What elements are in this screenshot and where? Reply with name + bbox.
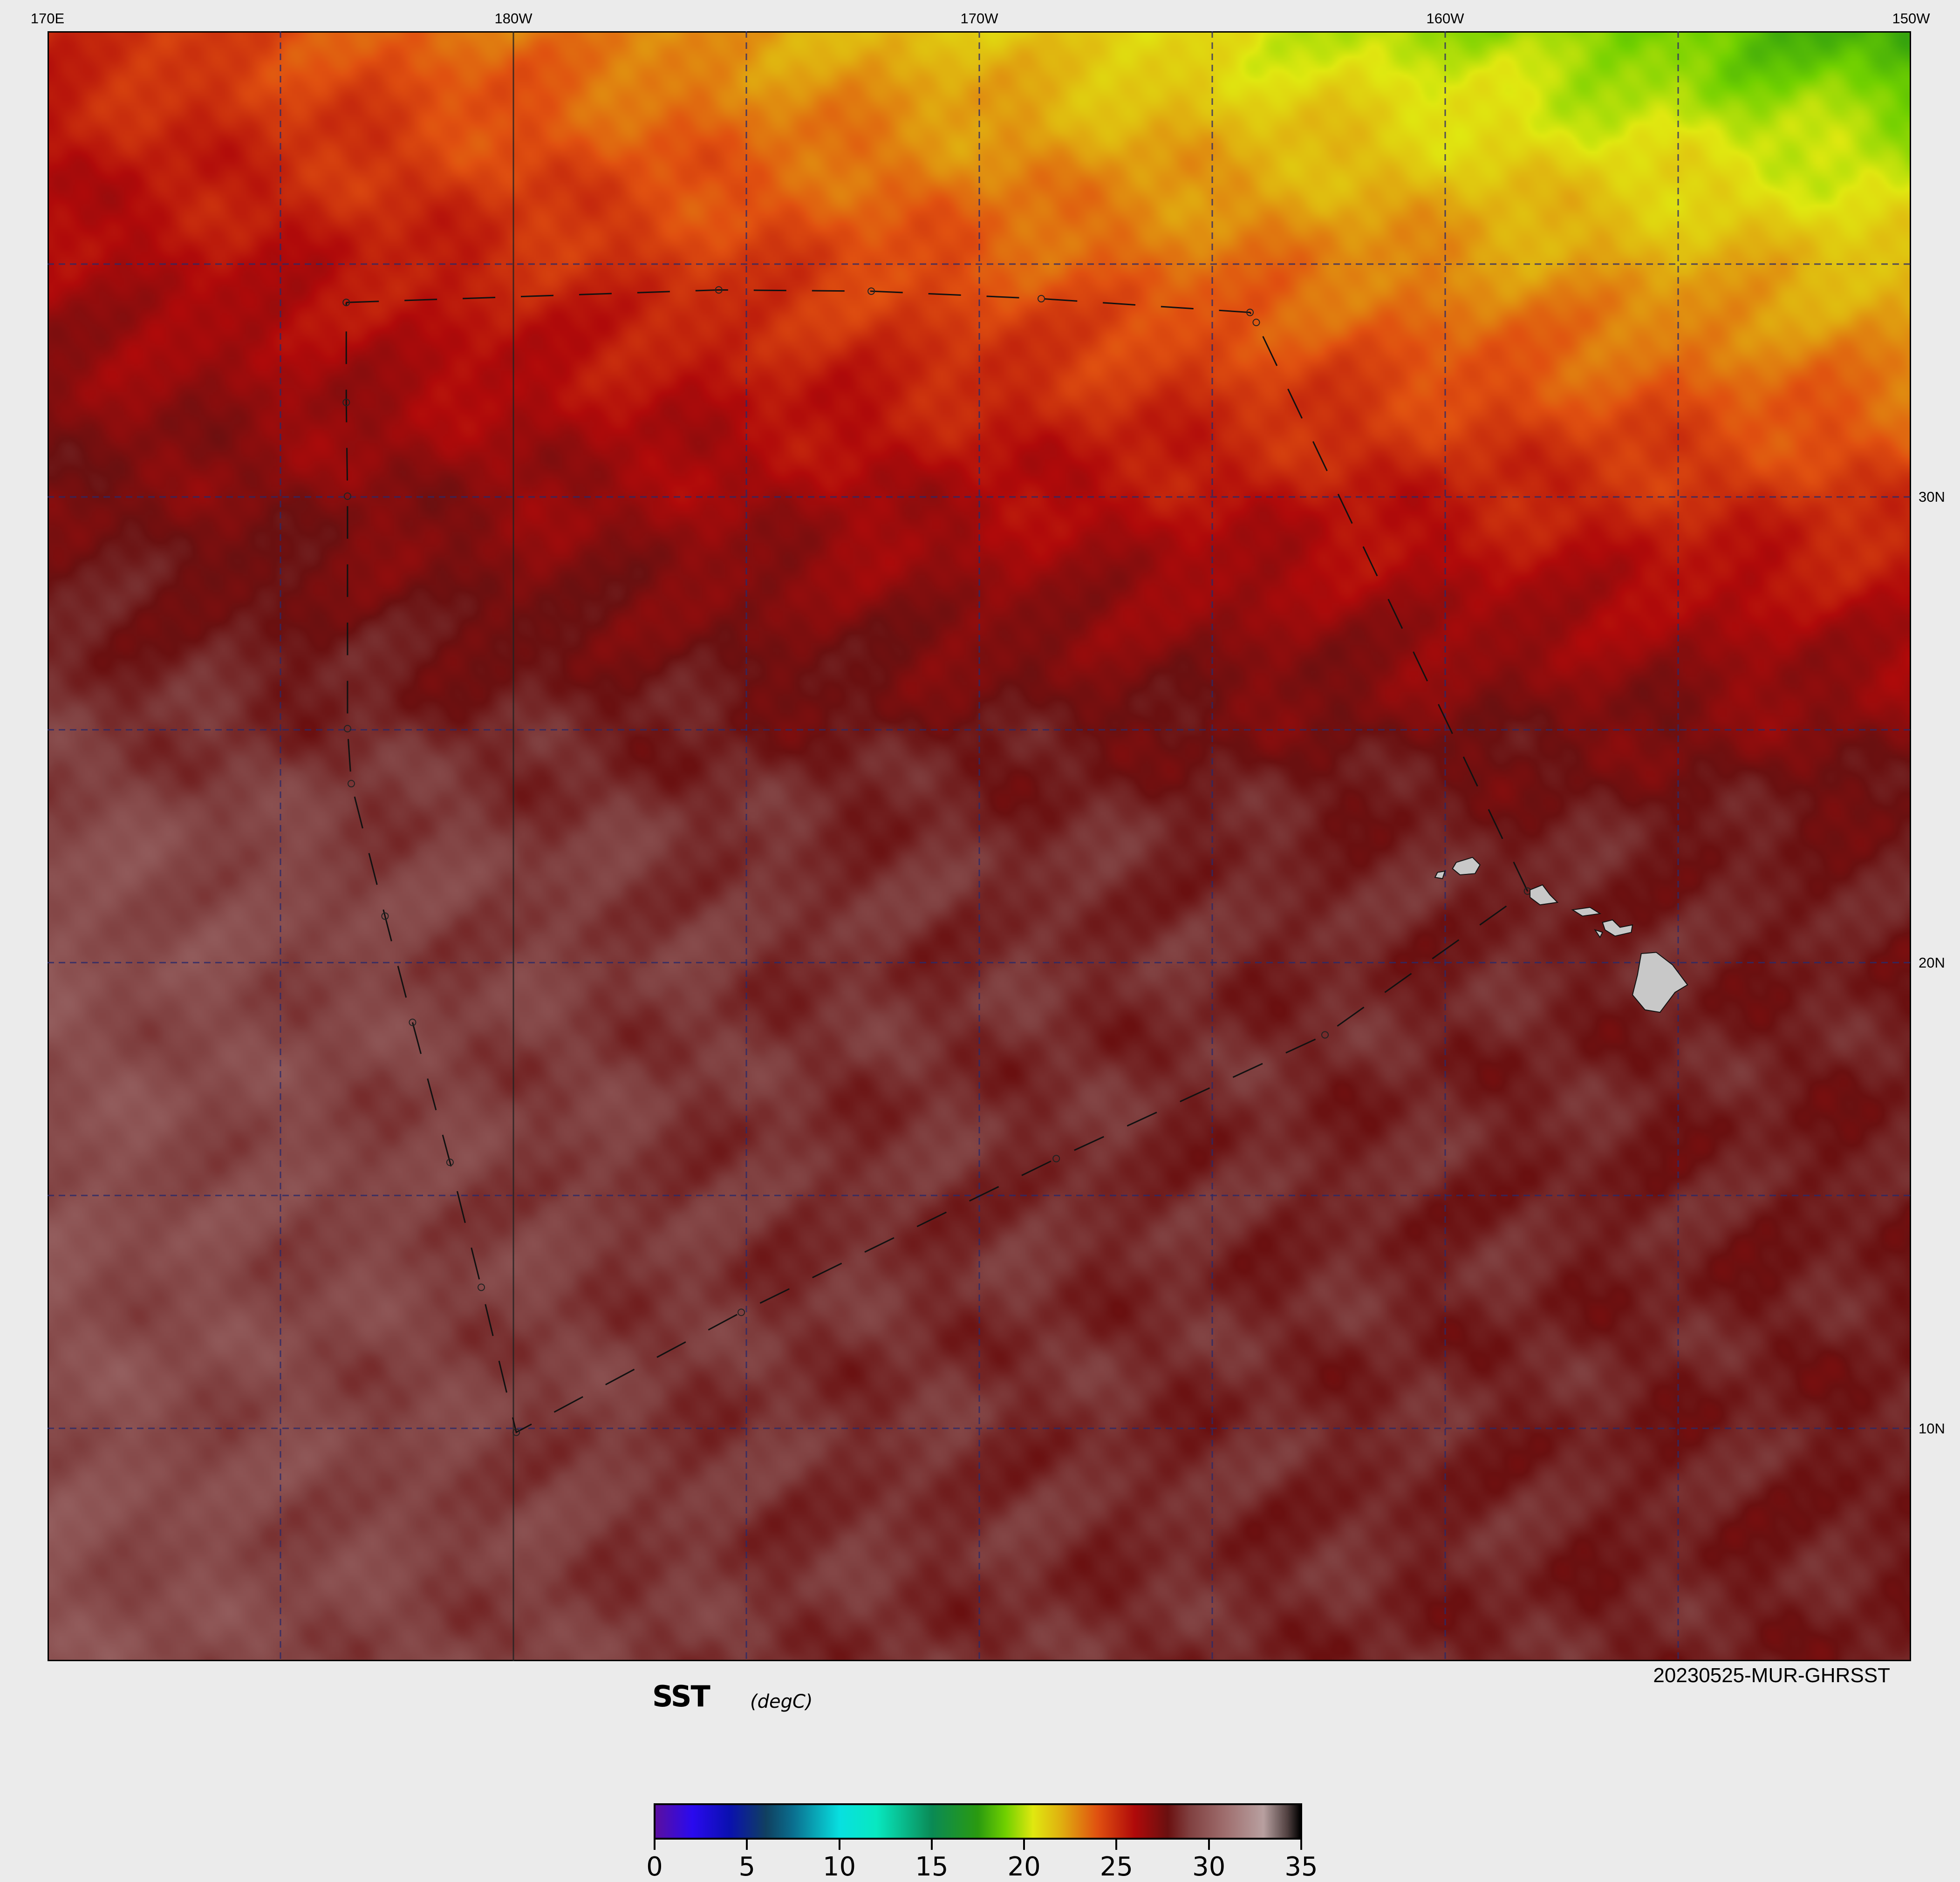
boundary-vertex-marker bbox=[715, 286, 723, 294]
map-overlay bbox=[48, 31, 1911, 1661]
boundary-vertex-marker bbox=[343, 725, 351, 733]
island-hawaii bbox=[1530, 884, 1559, 906]
island-hawaii bbox=[1602, 919, 1633, 937]
island-hawaii bbox=[1632, 952, 1688, 1013]
monument-boundary bbox=[345, 289, 1529, 1433]
colorbar-tick-label: 25 bbox=[1100, 1852, 1134, 1882]
colorbar-tick-label: 30 bbox=[1192, 1852, 1226, 1882]
lon-label-170e: 170E bbox=[30, 10, 65, 27]
source-label: 20230525-MUR-GHRSST bbox=[1653, 1664, 1890, 1687]
lat-label-30n: 30N bbox=[1919, 489, 1945, 505]
boundary-vertex-marker bbox=[738, 1309, 745, 1316]
boundary-vertex-marker bbox=[381, 912, 389, 920]
lon-label-150w: 150W bbox=[1892, 10, 1930, 27]
colorbar-tick bbox=[1023, 1840, 1025, 1850]
boundary-vertex-marker bbox=[342, 299, 350, 307]
colorbar-title: SST bbox=[652, 1679, 710, 1713]
boundary-vertex-marker bbox=[446, 1159, 454, 1166]
colorbar-tick bbox=[1208, 1840, 1210, 1850]
island-hawaii bbox=[1434, 870, 1446, 880]
lon-label-160w: 160W bbox=[1426, 10, 1464, 27]
lat-label-20n: 20N bbox=[1919, 955, 1945, 971]
boundary-vertex-marker bbox=[343, 492, 351, 500]
colorbar bbox=[654, 1803, 1302, 1840]
colorbar-tick-label: 5 bbox=[738, 1852, 756, 1882]
island-hawaii bbox=[1594, 929, 1604, 939]
colorbar-units: (degC) bbox=[750, 1691, 813, 1712]
boundary-vertex-marker bbox=[1252, 319, 1260, 327]
boundary-vertex-marker bbox=[1246, 308, 1254, 316]
colorbar-tick bbox=[1300, 1840, 1302, 1850]
boundary-vertex-marker bbox=[1052, 1155, 1060, 1163]
boundary-vertex-marker bbox=[478, 1283, 485, 1291]
colorbar-tick bbox=[654, 1840, 656, 1850]
colorbar-tick bbox=[746, 1840, 748, 1850]
boundary-vertex-marker bbox=[512, 1428, 520, 1436]
boundary-vertex-marker bbox=[347, 780, 355, 788]
colorbar-tick-label: 15 bbox=[915, 1852, 949, 1882]
boundary-vertex-marker bbox=[342, 398, 350, 406]
colorbar-tick bbox=[838, 1840, 840, 1850]
lon-label-180w: 180W bbox=[494, 10, 533, 27]
colorbar-tick-label: 20 bbox=[1007, 1852, 1041, 1882]
colorbar-tick-label: 35 bbox=[1284, 1852, 1318, 1882]
boundary-vertex-marker bbox=[409, 1018, 417, 1026]
island-hawaii bbox=[1452, 857, 1481, 876]
colorbar-tick bbox=[930, 1840, 933, 1850]
boundary-vertex-marker bbox=[1321, 1031, 1329, 1039]
colorbar-tick bbox=[1115, 1840, 1118, 1850]
colorbar-tick-label: 0 bbox=[646, 1852, 663, 1882]
lat-label-10n: 10N bbox=[1919, 1420, 1945, 1437]
island-hawaii bbox=[1571, 907, 1602, 917]
lon-label-170w: 170W bbox=[960, 10, 998, 27]
boundary-vertex-marker bbox=[867, 287, 875, 295]
boundary-vertex-marker bbox=[1037, 295, 1045, 303]
colorbar-tick-label: 10 bbox=[822, 1852, 856, 1882]
